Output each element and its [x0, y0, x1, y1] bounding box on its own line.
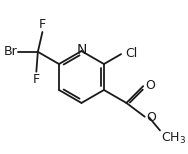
Text: F: F	[39, 18, 46, 31]
Text: N: N	[76, 43, 87, 57]
Text: Br: Br	[4, 45, 17, 58]
Text: O: O	[146, 79, 155, 92]
Text: Cl: Cl	[125, 47, 137, 60]
Text: CH$_3$: CH$_3$	[161, 131, 186, 146]
Text: O: O	[147, 111, 157, 124]
Text: F: F	[33, 73, 40, 86]
